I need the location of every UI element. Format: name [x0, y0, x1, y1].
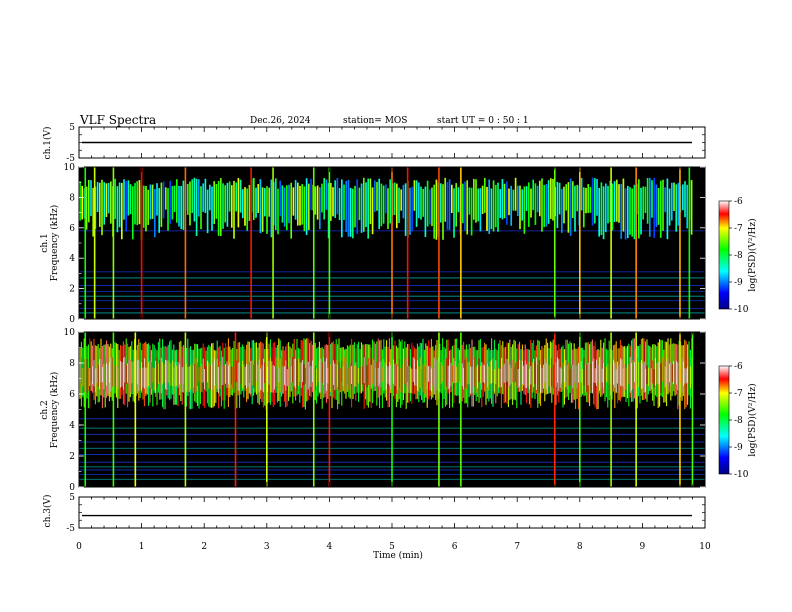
x-tick-label: 0	[76, 542, 82, 552]
y-tick-label: 5	[69, 123, 75, 133]
colorbar-tick-label: -8	[734, 416, 743, 426]
x-tick-label: 3	[264, 542, 270, 552]
y-tick-label: 6	[69, 390, 75, 400]
colorbar-tick-label: -10	[734, 470, 749, 480]
x-tick-label: 1	[139, 542, 145, 552]
x-tick-label: 4	[327, 542, 333, 552]
colorbar-scale	[718, 365, 730, 475]
y-tick-label: 5	[69, 493, 75, 503]
station-label: station= MOS	[343, 116, 407, 126]
colorbar-tick-label: -7	[734, 389, 743, 399]
y-tick-label: 8	[69, 193, 75, 203]
x-tick-label: 2	[201, 542, 207, 552]
colorbar-tick-label: -8	[734, 251, 743, 261]
start-ut-label: start UT = 0 : 50 : 1	[437, 116, 529, 126]
colorbar-label: log(PSD)(V²/Hz)	[747, 383, 758, 456]
y-tick-label: 2	[69, 452, 75, 462]
ch3-voltage-ylabel: ch.3(V)	[42, 495, 53, 528]
y-tick-label: 4	[69, 254, 75, 264]
colorbar-tick-label: -9	[734, 443, 743, 453]
colorbar-tick-label: -9	[734, 278, 743, 288]
ch2-spectrogram-ylabel-line2: Frequency (kHz)	[49, 372, 60, 449]
x-tick-label: 6	[452, 542, 458, 552]
ch1-colorbar: -6 -7 -8 -9 -10 log(PSD)(V²/Hz)	[718, 197, 758, 315]
y-tick-label: 10	[64, 163, 76, 173]
y-tick-label: 6	[69, 224, 75, 234]
date-label: Dec.26, 2024	[250, 116, 311, 126]
y-tick-label: 4	[69, 421, 75, 431]
figure-title: VLF Spectra	[79, 113, 156, 127]
colorbar-tick-label: -6	[734, 197, 743, 207]
x-tick-label: 5	[389, 542, 395, 552]
ch2-colorbar: -6 -7 -8 -9 -10 log(PSD)(V²/Hz)	[718, 362, 758, 480]
y-tick-label: 8	[69, 359, 75, 369]
y-tick-label: -5	[66, 524, 75, 534]
ch1-spectrogram-ylabel-line1: ch.1	[40, 233, 50, 252]
y-tick-label: -5	[66, 154, 75, 164]
ch1-spectrogram-ylabel-line2: Frequency (kHz)	[49, 205, 60, 282]
colorbar-tick-label: -6	[734, 362, 743, 372]
ch2-spectrogram-ylabel-line1: ch.2	[40, 400, 50, 419]
y-tick-label: 0	[69, 315, 75, 325]
colorbar-label: log(PSD)(V²/Hz)	[747, 218, 758, 291]
ch1-voltage-ylabel: ch.1(V)	[42, 127, 53, 160]
colorbar-tick-label: -7	[734, 224, 743, 234]
x-tick-label: 8	[577, 542, 583, 552]
ch1-spectrogram-panel	[79, 167, 705, 319]
y-tick-label: 10	[64, 328, 76, 338]
x-tick-label: 9	[640, 542, 646, 552]
x-tick-label: 10	[699, 542, 711, 552]
y-tick-label: 0	[69, 483, 75, 493]
colorbar-tick-label: -10	[734, 305, 749, 315]
colorbar-scale	[718, 200, 730, 310]
y-tick-label: 2	[69, 285, 75, 295]
ch2-spectrogram-panel	[79, 332, 705, 487]
x-axis-title: Time (min)	[373, 550, 423, 561]
x-tick-label: 7	[514, 542, 520, 552]
